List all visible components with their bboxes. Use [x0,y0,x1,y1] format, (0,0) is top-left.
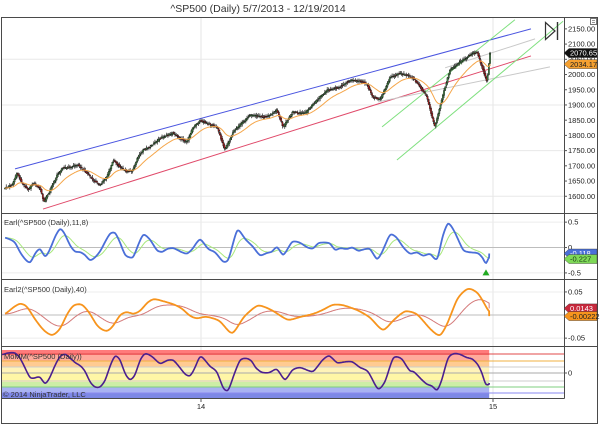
trendline-gray-lower[interactable] [377,66,551,103]
y-tick-label: 2050.00 [568,55,595,64]
y-tick-label: 1950.00 [568,85,595,94]
y-tick-label: -0.05 [568,334,585,343]
signal-flag: -0.227 [563,254,598,264]
last-close-flag: 2070.65 [563,48,598,58]
x-tick-label: 14 [197,402,205,411]
trendline-channel-upper[interactable] [14,28,532,170]
flag-value: 2034.17 [570,60,597,69]
earl2-flag: -0.00222 [563,311,600,321]
y-tick-label: 1850.00 [568,116,595,125]
flag-value: -0.227 [570,255,591,264]
momm-band [2,367,490,373]
y-tick-label: 2100.00 [568,40,595,49]
momm-band [2,350,490,355]
flag-value: 0.0143 [570,304,593,313]
momm-band [2,361,490,367]
earl2-panel-label: Earl2(^SP500 (Daily),40) [4,285,87,294]
moving-average-line [5,60,491,192]
flag-value: 2070.65 [570,49,597,58]
momm-panel[interactable] [2,350,564,398]
value-flags: 2070.65 2034.17 -0.118-0.227 0.0143-0.00222 [563,48,600,321]
scroll-to-end-icon[interactable] [544,21,560,41]
flag-value: -0.00222 [570,312,600,321]
earl-panel[interactable] [2,221,564,276]
price-panel[interactable] [2,19,564,210]
earl2-slow-line [5,299,490,327]
outer-border [1,17,598,424]
axes: 14 15 2150.00 2100.00 2050.00 2000.00 1950.00 1… [197,24,595,411]
sma-flag: 2034.17 [563,59,598,69]
y-tick-label: 2000.00 [568,70,595,79]
copyright-text: © 2014 NinjaTrader, LLC [3,390,86,399]
momm-band [2,373,490,382]
chart-title: ^SP500 (Daily) 5/7/2013 - 12/19/2014 [170,3,346,15]
flag-value: -0.118 [570,249,591,258]
momm-band [2,387,490,393]
buy-signal-triangle-icon [482,269,490,276]
panel-menu-icon[interactable] [590,18,597,25]
momm-line [2,351,490,392]
grid-lines [200,17,494,398]
y-tick-label: 0 [568,369,572,378]
earl-line [4,222,491,264]
momm-band [2,393,490,398]
x-tick-label: 15 [489,402,497,411]
trendline-channel-lower[interactable] [42,55,532,210]
earl-panel-label: Earl(^SP500 (Daily),11,8) [4,218,89,227]
y-tick-label: 2150.00 [568,24,595,33]
y-tick-label: 1800.00 [568,131,595,140]
trendline-green-lower[interactable] [396,20,564,161]
y-tick-label: 1700.00 [568,161,595,170]
earl-signal-line [5,231,490,260]
y-tick-label: 0 [568,243,572,252]
momm-panel-label: MoMM(^SP500 (Daily)) [4,352,82,361]
y-tick-label: 1600.00 [568,192,595,201]
earl2-line [4,288,491,336]
y-tick-label: -0.5 [568,269,581,278]
momm-band [2,382,490,387]
candlesticks [4,50,491,203]
earl2-panel[interactable] [2,288,564,339]
y-tick-label: 0.05 [568,288,583,297]
chart-frame [1,17,598,424]
y-tick-label: 1900.00 [568,101,595,110]
y-tick-label: 1650.00 [568,177,595,186]
y-tick-label: 1750.00 [568,146,595,155]
y-tick-label: 0.5 [568,218,578,227]
